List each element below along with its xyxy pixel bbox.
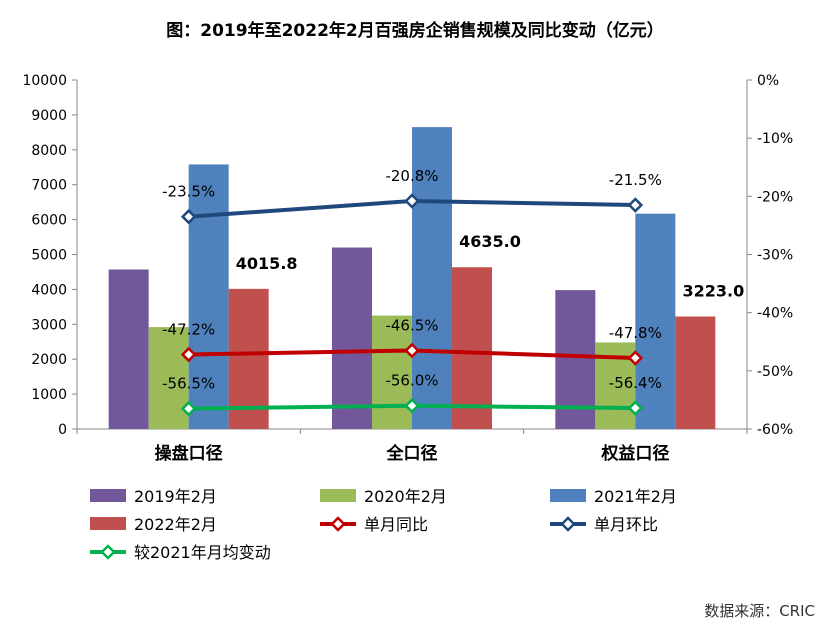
bar — [228, 288, 269, 429]
bar-data-label: 4635.0 — [459, 232, 521, 251]
line-marker — [627, 197, 644, 213]
legend-label: 2022年2月 — [134, 515, 217, 534]
y2-tick-label: 0% — [757, 73, 779, 89]
legend-swatch — [90, 517, 126, 530]
y-tick-label: 1000 — [31, 387, 67, 403]
y-tick-label: 0 — [58, 422, 67, 438]
y2-tick-label: -40% — [757, 306, 793, 322]
y-tick-label: 3000 — [31, 317, 67, 333]
y2-tick-label: -50% — [757, 364, 793, 380]
line-marker — [627, 400, 644, 416]
bar — [635, 213, 676, 429]
y-tick-label: 10000 — [22, 73, 67, 89]
source-note: 数据来源：CRIC — [704, 602, 815, 620]
line-data-label: -56.5% — [162, 375, 215, 393]
legend-swatch — [550, 489, 586, 502]
y2-tick-label: -10% — [757, 131, 793, 147]
line-marker — [180, 208, 197, 225]
line-data-label: -56.0% — [385, 372, 438, 390]
legend-marker — [560, 516, 576, 532]
line-data-label: -47.8% — [609, 324, 662, 342]
line-marker — [180, 346, 197, 363]
y-tick-label: 9000 — [31, 108, 67, 124]
y2-tick-label: -30% — [757, 248, 793, 264]
line-marker — [627, 350, 644, 366]
y2-tick-label: -60% — [757, 422, 793, 438]
x-tick-label: 全口径 — [386, 443, 438, 464]
bar-data-label: 3223.0 — [682, 282, 744, 301]
line-marker — [404, 342, 420, 359]
x-tick-label: 操盘口径 — [155, 443, 223, 464]
legend-swatch — [90, 489, 126, 502]
chart-title: 图：2019年至2022年2月百强房企销售规模及同比变动（亿元） — [166, 20, 663, 41]
legend-label: 2021年2月 — [594, 487, 677, 506]
legend-swatch — [320, 489, 356, 502]
legend-marker — [100, 544, 116, 560]
line-data-label: -56.4% — [609, 374, 662, 392]
legend-label: 2019年2月 — [134, 487, 217, 506]
bar — [188, 164, 229, 429]
line-marker — [404, 397, 420, 414]
line-data-label: -20.8% — [385, 167, 438, 185]
y-tick-label: 4000 — [31, 282, 67, 298]
bar — [108, 269, 149, 429]
bar — [452, 267, 492, 429]
bar — [372, 315, 412, 429]
legend-label: 较2021年月均变动 — [134, 543, 271, 562]
line-data-label: -47.2% — [162, 321, 215, 339]
line-data-label: -46.5% — [385, 316, 438, 334]
y-tick-label: 2000 — [31, 352, 67, 368]
legend-marker — [330, 516, 346, 532]
x-tick-label: 权益口径 — [600, 443, 669, 464]
y-tick-label: 8000 — [31, 143, 67, 159]
legend-label: 单月环比 — [594, 515, 658, 534]
y-tick-label: 7000 — [31, 178, 67, 194]
line-data-label: -21.5% — [609, 171, 662, 189]
bar-data-label: 4015.8 — [236, 254, 298, 273]
bar — [675, 316, 716, 429]
y2-tick-label: -20% — [757, 189, 793, 205]
line-marker — [180, 400, 197, 417]
line-marker — [404, 193, 420, 209]
y-tick-label: 5000 — [31, 248, 67, 264]
line-data-label: -23.5% — [162, 183, 215, 201]
legend-label: 2020年2月 — [364, 487, 447, 506]
bar — [332, 247, 372, 429]
bar — [412, 127, 452, 430]
legend-label: 单月同比 — [364, 515, 428, 534]
bar — [148, 327, 189, 429]
y-tick-label: 6000 — [31, 213, 67, 229]
